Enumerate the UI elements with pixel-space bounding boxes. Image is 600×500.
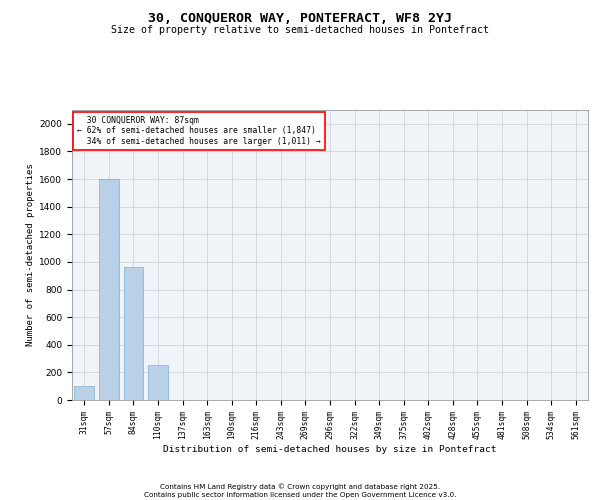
X-axis label: Distribution of semi-detached houses by size in Pontefract: Distribution of semi-detached houses by … (163, 444, 497, 454)
Text: 30, CONQUEROR WAY, PONTEFRACT, WF8 2YJ: 30, CONQUEROR WAY, PONTEFRACT, WF8 2YJ (148, 12, 452, 26)
Text: Size of property relative to semi-detached houses in Pontefract: Size of property relative to semi-detach… (111, 25, 489, 35)
Bar (148, 365, 168, 400)
Bar (74, 386, 94, 400)
Text: Contains HM Land Registry data © Crown copyright and database right 2025.
Contai: Contains HM Land Registry data © Crown c… (144, 484, 456, 498)
Bar (99, 179, 119, 400)
Text: 30 CONQUEROR WAY: 87sqm
← 62% of semi-detached houses are smaller (1,847)
  34% : 30 CONQUEROR WAY: 87sqm ← 62% of semi-de… (77, 116, 321, 146)
Bar (124, 268, 143, 400)
Y-axis label: Number of semi-detached properties: Number of semi-detached properties (26, 164, 35, 346)
